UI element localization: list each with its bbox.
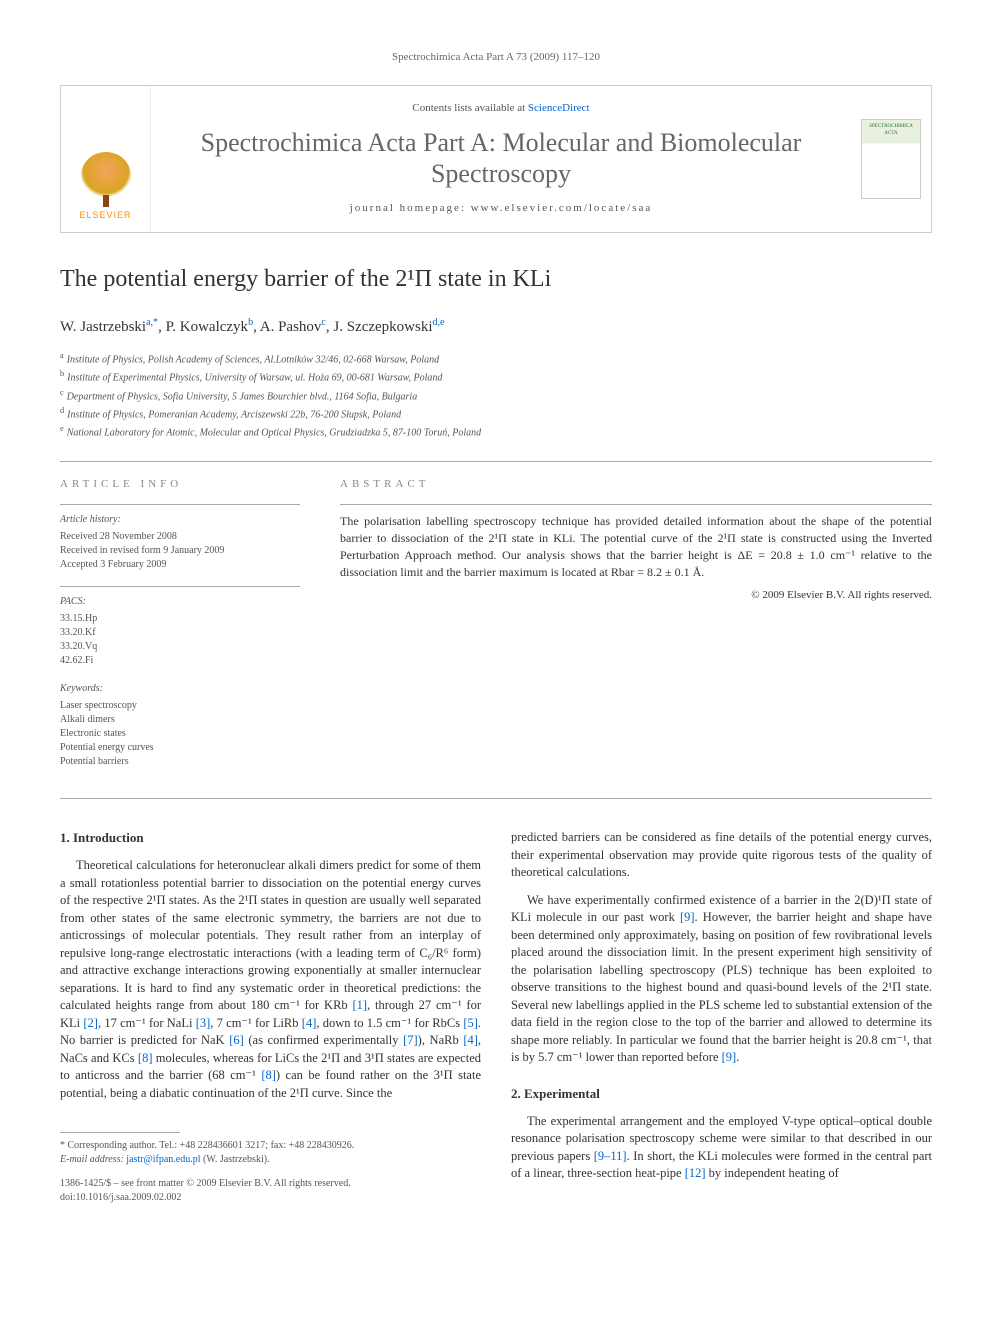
affiliation-list: aInstitute of Physics, Polish Academy of… — [60, 350, 932, 441]
journal-name: Spectrochimica Acta Part A: Molecular an… — [171, 127, 831, 189]
citation-ref[interactable]: [6] — [229, 1033, 244, 1047]
email-suffix: (W. Jastrzebski). — [201, 1154, 270, 1165]
keywords-block: Keywords: Laser spectroscopyAlkali dimer… — [60, 682, 300, 769]
history-label: Article history: — [60, 513, 300, 527]
affiliation: aInstitute of Physics, Polish Academy of… — [60, 350, 932, 367]
citation-ref[interactable]: [9–11] — [594, 1149, 627, 1163]
intro-para-1: Theoretical calculations for heteronucle… — [60, 857, 481, 1102]
elsevier-logo: ELSEVIER — [76, 152, 136, 222]
keywords-label: Keywords: — [60, 682, 300, 696]
journal-homepage: journal homepage: www.elsevier.com/locat… — [171, 201, 831, 216]
email-line: E-mail address: jastr@ifpan.edu.pl (W. J… — [60, 1153, 481, 1167]
author-mark: c — [321, 317, 325, 328]
author-mark: d,e — [433, 317, 445, 328]
exp-para-1: The experimental arrangement and the emp… — [511, 1113, 932, 1183]
publisher-logo-cell: ELSEVIER — [61, 86, 151, 231]
citation-ref[interactable]: [12] — [685, 1166, 706, 1180]
affiliation: eNational Laboratory for Atomic, Molecul… — [60, 423, 932, 440]
abstract-rule — [340, 504, 932, 505]
author: P. Kowalczykb — [166, 319, 254, 335]
citation-ref[interactable]: [8] — [138, 1051, 153, 1065]
article-info: article info Article history: Received 2… — [60, 477, 300, 783]
citation-ref[interactable]: [2] — [83, 1016, 98, 1030]
author-mark: a,* — [146, 317, 158, 328]
abstract-heading: abstract — [340, 477, 932, 492]
running-header: Spectrochimica Acta Part A 73 (2009) 117… — [60, 50, 932, 65]
abstract-copyright: © 2009 Elsevier B.V. All rights reserved… — [340, 588, 932, 603]
contents-prefix: Contents lists available at — [412, 102, 527, 114]
masthead-center: Contents lists available at ScienceDirec… — [151, 86, 851, 231]
journal-cover-thumbnail: SPECTROCHIMICA ACTA — [861, 119, 921, 199]
affiliation: dInstitute of Physics, Pomeranian Academ… — [60, 405, 932, 422]
abstract-text: The polarisation labelling spectroscopy … — [340, 513, 932, 580]
footnote-block: * Corresponding author. Tel.: +48 228436… — [60, 1132, 481, 1205]
citation-ref[interactable]: [9] — [680, 910, 695, 924]
citation-ref[interactable]: [9] — [722, 1050, 737, 1064]
pacs-line: 33.20.Vq — [60, 640, 300, 654]
citation-ref[interactable]: [4] — [302, 1016, 317, 1030]
issn-line: 1386-1425/$ – see front matter © 2009 El… — [60, 1177, 481, 1191]
abstract: abstract The polarisation labelling spec… — [340, 477, 932, 783]
intro-para-2: predicted barriers can be considered as … — [511, 829, 932, 882]
sciencedirect-link[interactable]: ScienceDirect — [528, 102, 590, 114]
contents-available-line: Contents lists available at ScienceDirec… — [171, 101, 831, 116]
affiliation: cDepartment of Physics, Sofia University… — [60, 387, 932, 404]
citation-ref[interactable]: [8] — [261, 1068, 276, 1082]
pacs-line: 42.62.Fi — [60, 654, 300, 668]
history-line: Received 28 November 2008 — [60, 530, 300, 544]
homepage-url[interactable]: www.elsevier.com/locate/saa — [471, 202, 653, 214]
history-line: Received in revised form 9 January 2009 — [60, 544, 300, 558]
info-abstract-row: article info Article history: Received 2… — [60, 477, 932, 783]
history-line: Accepted 3 February 2009 — [60, 558, 300, 572]
journal-masthead: ELSEVIER Contents lists available at Sci… — [60, 85, 932, 232]
section-2-heading: 2. Experimental — [511, 1085, 932, 1103]
citation-ref[interactable]: [4] — [463, 1033, 478, 1047]
pacs-line: 33.15.Hp — [60, 612, 300, 626]
pacs-line: 33.20.Kf — [60, 626, 300, 640]
body-columns: 1. Introduction Theoretical calculations… — [60, 829, 932, 1205]
info-rule-2 — [60, 586, 300, 587]
article-title: The potential energy barrier of the 2¹Π … — [60, 263, 932, 297]
column-right: predicted barriers can be considered as … — [511, 829, 932, 1205]
intro-para-3: We have experimentally confirmed existen… — [511, 892, 932, 1067]
author-list: W. Jastrzebskia,*, P. Kowalczykb, A. Pas… — [60, 316, 932, 338]
article-history: Article history: Received 28 November 20… — [60, 513, 300, 572]
keyword-line: Potential energy curves — [60, 741, 300, 755]
footnote-rule — [60, 1132, 180, 1133]
citation-ref[interactable]: [3] — [196, 1016, 211, 1030]
cover-thumbnail-cell: SPECTROCHIMICA ACTA — [851, 86, 931, 231]
citation-ref[interactable]: [1] — [352, 998, 367, 1012]
corresponding-author: * Corresponding author. Tel.: +48 228436… — [60, 1139, 481, 1153]
author: J. Szczepkowskid,e — [333, 319, 444, 335]
column-left: 1. Introduction Theoretical calculations… — [60, 829, 481, 1205]
article-info-heading: article info — [60, 477, 300, 492]
elsevier-label: ELSEVIER — [79, 209, 131, 222]
author-mark: b — [248, 317, 253, 328]
rule-top — [60, 461, 932, 462]
rule-bottom — [60, 798, 932, 799]
elsevier-tree-icon — [81, 152, 131, 199]
citation-ref[interactable]: [5] — [463, 1016, 478, 1030]
pacs-label: PACS: — [60, 595, 300, 609]
citation-ref[interactable]: [7] — [403, 1033, 418, 1047]
email-label: E-mail address: — [60, 1154, 126, 1165]
pacs-block: PACS: 33.15.Hp33.20.Kf33.20.Vq42.62.Fi — [60, 595, 300, 668]
info-rule-1 — [60, 504, 300, 505]
keyword-line: Laser spectroscopy — [60, 699, 300, 713]
keyword-line: Electronic states — [60, 727, 300, 741]
doi-line: doi:10.1016/j.saa.2009.02.002 — [60, 1191, 481, 1205]
author: A. Pashovc — [260, 319, 326, 335]
email-link[interactable]: jastr@ifpan.edu.pl — [126, 1154, 200, 1165]
affiliation: bInstitute of Experimental Physics, Univ… — [60, 368, 932, 385]
author: W. Jastrzebskia,* — [60, 319, 158, 335]
homepage-label: journal homepage: — [350, 202, 471, 214]
section-1-heading: 1. Introduction — [60, 829, 481, 847]
keyword-line: Alkali dimers — [60, 713, 300, 727]
keyword-line: Potential barriers — [60, 755, 300, 769]
